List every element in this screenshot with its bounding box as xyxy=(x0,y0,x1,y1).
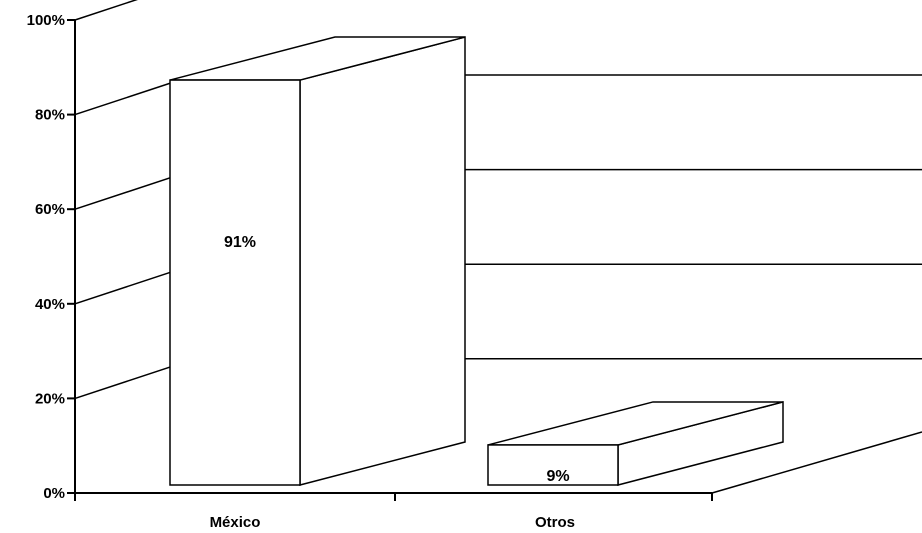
bars xyxy=(169,36,784,486)
y-tick-label: 0% xyxy=(43,485,65,502)
y-tick-label: 60% xyxy=(35,201,65,218)
bar-mexico xyxy=(169,36,466,486)
y-tick-label: 80% xyxy=(35,107,65,124)
bar-otros xyxy=(487,400,784,486)
data-label: 91% xyxy=(224,234,256,251)
bar-front-face xyxy=(169,79,301,486)
bar-side-face xyxy=(299,36,466,486)
axes xyxy=(67,19,922,501)
bar-front-face xyxy=(487,444,619,486)
labels: 0% 20% 40% 60% 80% 100% 91% México 9% Otros xyxy=(27,12,575,531)
category-label: México xyxy=(210,514,261,531)
floor-edge xyxy=(711,431,922,494)
y-tick-label: 100% xyxy=(27,12,65,29)
category-label: Otros xyxy=(535,514,575,531)
gridline-diagonal xyxy=(74,0,138,21)
data-label: 9% xyxy=(546,468,569,485)
y-tick-label: 40% xyxy=(35,296,65,313)
y-tick-label: 20% xyxy=(35,390,65,407)
